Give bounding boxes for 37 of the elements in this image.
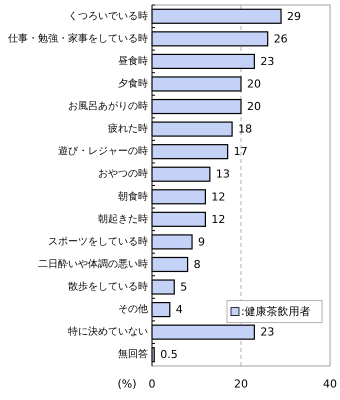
y-tick-label: お風呂あがりの時: [68, 100, 148, 112]
data-label: 0.5: [160, 348, 178, 362]
data-label: 8: [194, 258, 201, 271]
data-label: 12: [211, 190, 226, 204]
y-tick-label: その他: [118, 303, 148, 316]
legend-item: :健康茶飲用者: [230, 305, 311, 318]
x-tick-label: 40: [323, 378, 337, 390]
y-tick-label: おやつの時: [98, 168, 148, 180]
data-label: 4: [176, 303, 183, 316]
y-tick-label: 仕事・勉強・家事をしている時: [8, 32, 148, 44]
data-label: 5: [180, 280, 188, 294]
x-tick-label: 0: [148, 378, 156, 390]
y-tick-label: 散歩をしている時: [68, 280, 148, 293]
y-tick-label: 特に決めていない: [68, 326, 148, 338]
data-label: 29: [287, 10, 302, 23]
y-tick-label: 遊び・レジャーの時: [58, 145, 148, 158]
data-label: 13: [216, 168, 230, 181]
data-label: 17: [234, 145, 248, 158]
data-label: 18: [238, 122, 252, 136]
y-tick-label: 疲れた時: [108, 122, 148, 135]
y-tick-label: 朝起きた時: [98, 212, 148, 225]
data-label: 12: [211, 212, 226, 226]
data-label: 23: [260, 326, 274, 339]
y-tick-label: くつろいでいる時: [68, 10, 148, 22]
y-tick-label: 二日酔いや体調の悪い時: [38, 258, 148, 270]
y-tick-label: 無回答: [118, 348, 148, 360]
data-label: 20: [247, 100, 261, 114]
x-axis-title: (%): [117, 378, 137, 390]
y-tick-label: 昼食時: [118, 54, 148, 67]
data-label: 26: [274, 32, 288, 46]
data-label: 9: [198, 235, 206, 248]
y-tick-label: 夕食時: [118, 77, 148, 90]
y-tick-label: 朝食時: [118, 190, 148, 202]
data-label: 20: [247, 77, 261, 90]
data-label: 23: [260, 54, 274, 68]
x-tick-label: 20: [234, 378, 248, 390]
y-tick-label: スポーツをしている時: [48, 235, 148, 248]
